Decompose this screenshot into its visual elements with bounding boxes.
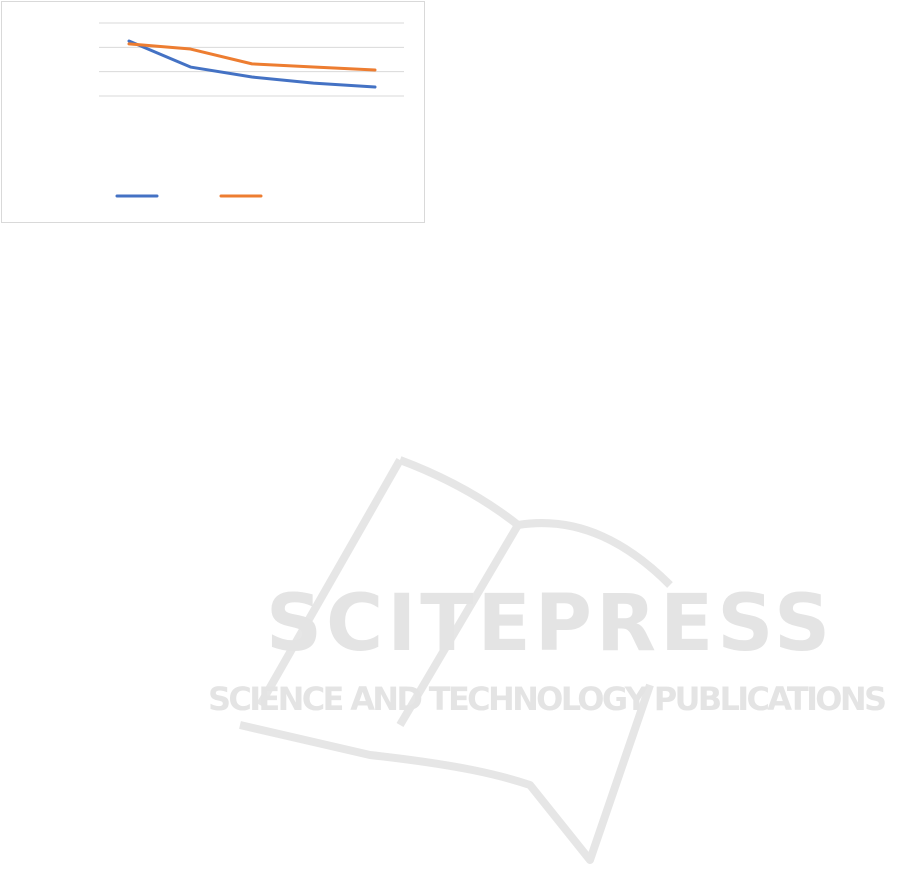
line-chart bbox=[99, 22, 404, 198]
series-line-2 bbox=[127, 42, 377, 72]
series-line-1 bbox=[127, 39, 377, 89]
watermark-tagline: SCIENCE AND TECHNOLOGY PUBLICATIONS bbox=[208, 680, 888, 718]
chart-frame bbox=[1, 1, 425, 223]
scitepress-watermark-logo: SCITEPRESS SCIENCE AND TECHNOLOGY PUBLIC… bbox=[208, 456, 888, 864]
watermark-name: SCITEPRESS bbox=[266, 579, 834, 669]
